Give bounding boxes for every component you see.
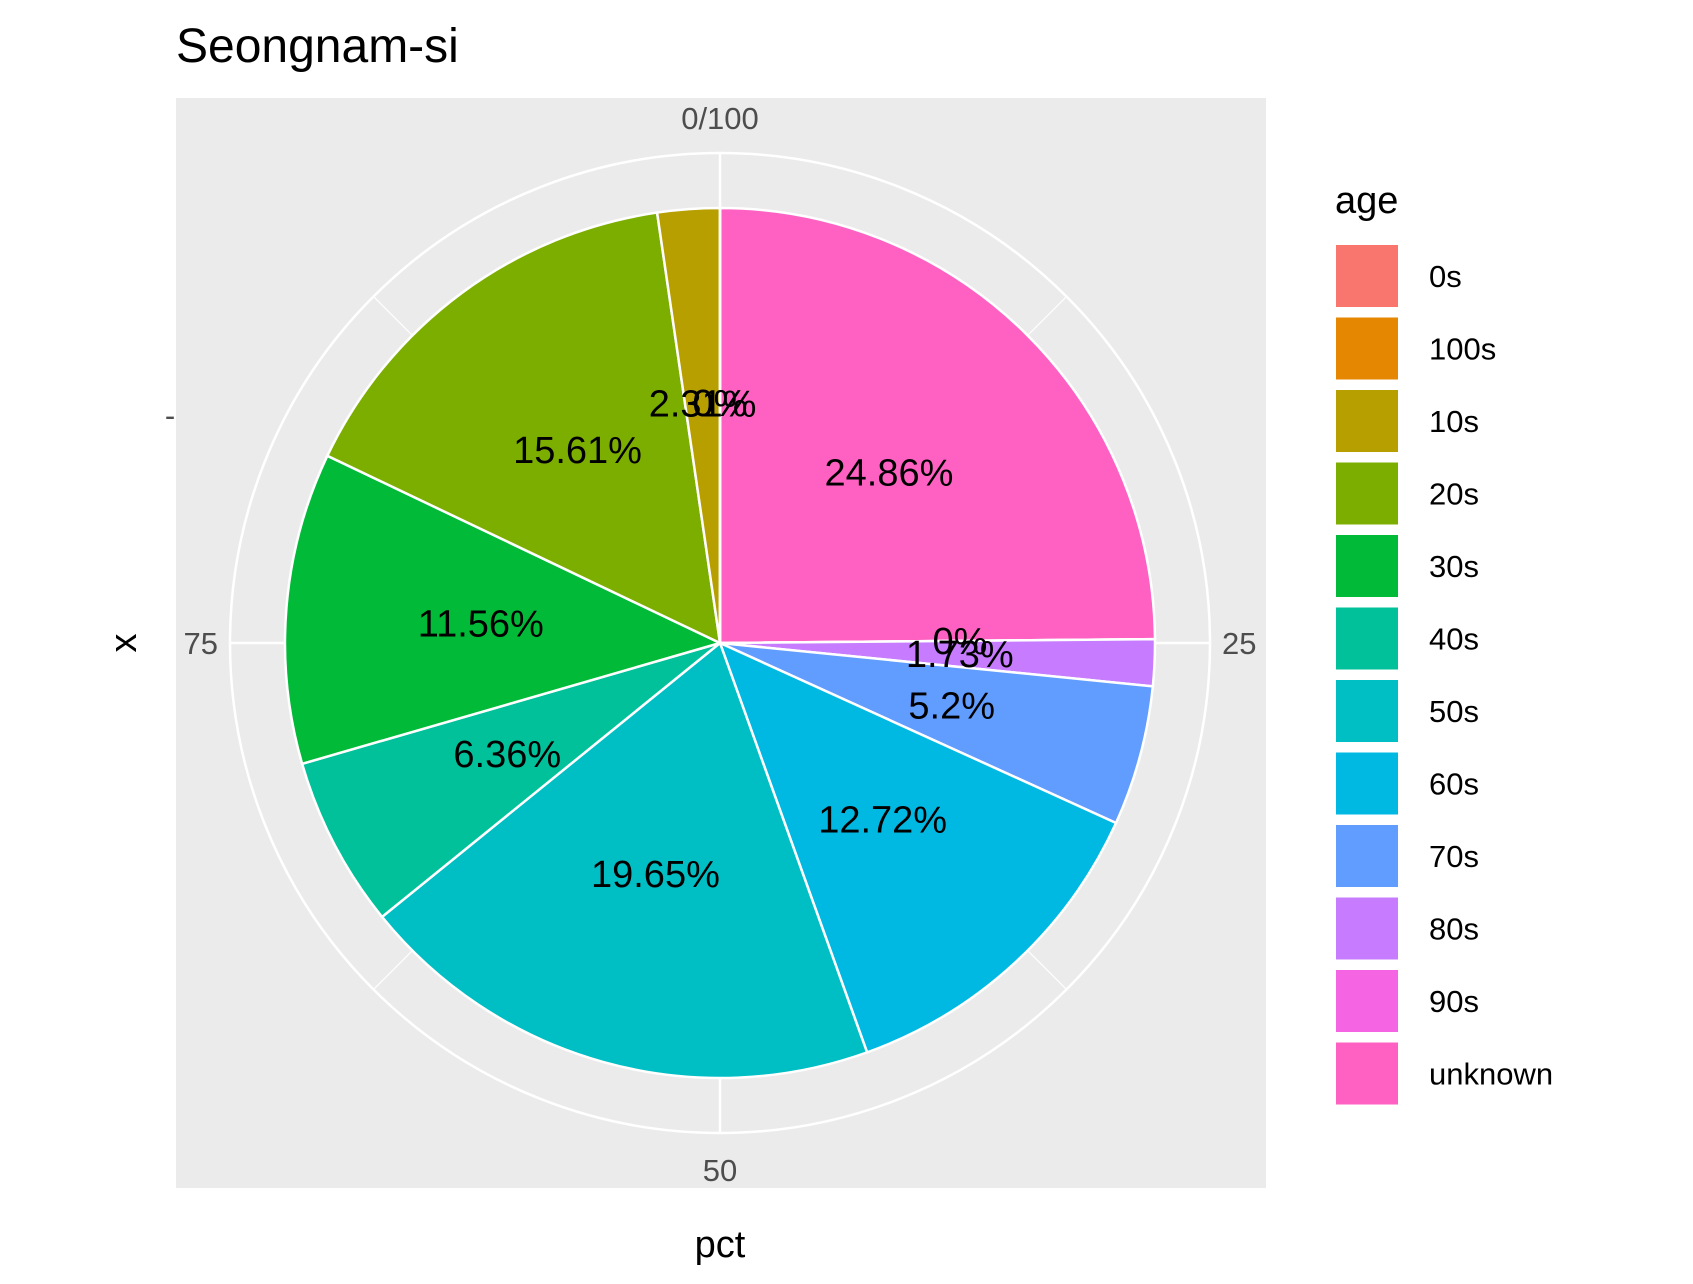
angle-tick-25: 25 bbox=[1222, 626, 1256, 661]
slice-60s-label: 12.72% bbox=[818, 799, 947, 841]
legend-key-90s bbox=[1334, 968, 1400, 1034]
legend-key-40s bbox=[1334, 605, 1400, 672]
legend-title: age bbox=[1335, 180, 1398, 222]
grid-spoke bbox=[1027, 296, 1067, 336]
legend-key-20s bbox=[1334, 460, 1400, 527]
grid-spoke bbox=[373, 950, 413, 990]
legend-key-80s bbox=[1334, 895, 1400, 962]
slice-20s bbox=[325, 211, 722, 646]
slice-90s-label: 0% bbox=[933, 621, 988, 663]
legend-label-50s: 50s bbox=[1429, 694, 1479, 729]
slice-0s-label: 0% bbox=[693, 383, 748, 425]
y-tick-label: - bbox=[165, 398, 175, 433]
slice-30s-label: 11.56% bbox=[418, 603, 544, 645]
grid-spoke bbox=[1027, 950, 1067, 990]
slice-unknown-label: 24.86% bbox=[825, 453, 954, 495]
pie-slices bbox=[283, 206, 1157, 1080]
legend-label-80s: 80s bbox=[1429, 912, 1479, 947]
legend-label-90s: 90s bbox=[1429, 984, 1479, 1019]
slice-60s bbox=[717, 640, 1118, 1054]
x-axis-title: pct bbox=[695, 1224, 746, 1266]
legend-key-70s bbox=[1334, 823, 1400, 889]
y-axis-title: x bbox=[103, 634, 145, 653]
legend-label-0s: 0s bbox=[1429, 259, 1462, 294]
angle-tick-0: 0/100 bbox=[681, 101, 759, 136]
legend: age 0s 100s 10s 20s 30s 40s 50s 60s 70s 80s 90s unk… bbox=[1334, 180, 1553, 1107]
slice-70s bbox=[719, 641, 1155, 825]
slice-50s bbox=[380, 640, 869, 1080]
legend-label-10s: 10s bbox=[1429, 404, 1479, 439]
legend-label-70s: 70s bbox=[1429, 839, 1479, 874]
slice-70s-label: 5.2% bbox=[908, 685, 995, 727]
slice-40s bbox=[300, 641, 721, 919]
grid-spoke bbox=[373, 296, 413, 336]
slice-labels: 24.86%0%1.73%5.2%12.72%19.65%6.36%11.56%… bbox=[418, 383, 1014, 896]
slice-unknown bbox=[718, 206, 1157, 645]
legend-label-30s: 30s bbox=[1429, 549, 1479, 584]
legend-key-unknown bbox=[1334, 1040, 1400, 1107]
slice-50s-label: 19.65% bbox=[591, 854, 720, 896]
legend-label-unknown: unknown bbox=[1429, 1057, 1553, 1092]
angle-ticks: 0/100 25 50 75 bbox=[184, 101, 1257, 1188]
legend-key-0s bbox=[1334, 243, 1400, 309]
legend-key-30s bbox=[1334, 533, 1400, 599]
slice-20s-label: 15.61% bbox=[513, 430, 642, 472]
angle-tick-50: 50 bbox=[703, 1153, 737, 1188]
legend-label-40s: 40s bbox=[1429, 622, 1479, 657]
slice-30s bbox=[283, 454, 724, 766]
legend-key-50s bbox=[1334, 678, 1400, 744]
angle-tick-75: 75 bbox=[184, 626, 218, 661]
slice-100s-label: 0% bbox=[693, 383, 748, 425]
slice-80s-label: 1.73% bbox=[906, 634, 1014, 676]
legend-label-20s: 20s bbox=[1429, 477, 1479, 512]
chart-title: Seongnam-si bbox=[176, 20, 459, 73]
legend-key-100s bbox=[1334, 315, 1400, 382]
legend-label-100s: 100s bbox=[1429, 332, 1496, 367]
legend-label-60s: 60s bbox=[1429, 767, 1479, 802]
slice-10s-label: 2.31% bbox=[649, 384, 757, 426]
legend-key-10s bbox=[1334, 388, 1400, 454]
slice-40s-label: 6.36% bbox=[453, 734, 561, 776]
legend-key-60s bbox=[1334, 750, 1400, 817]
